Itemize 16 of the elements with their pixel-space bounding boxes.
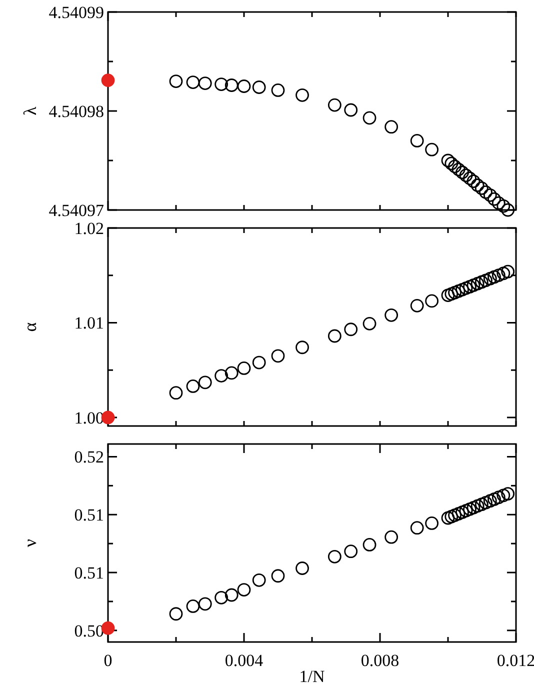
y-tick-label: 4.54097 (48, 200, 104, 220)
y-tick-label: 0.51 (74, 506, 104, 525)
y-tick-label: 4.54099 (48, 2, 104, 22)
y-tick-label: 0.51 (74, 563, 104, 582)
x-axis-title: 1/N (299, 667, 325, 686)
y-tick-label: 1.01 (74, 314, 104, 333)
x-tick-label: 0 (104, 651, 112, 670)
y-tick-label: 4.54098 (48, 102, 104, 121)
y-axis-title: ν (20, 538, 40, 548)
x-tick-label: 0.004 (224, 651, 264, 670)
y-axis-title: λ (20, 106, 40, 116)
y-tick-label: 0.52 (74, 448, 104, 467)
y-tick-label: 1.02 (74, 218, 104, 238)
x-tick-label: 0.008 (360, 651, 400, 670)
y-axis-title: α (20, 322, 40, 332)
x-tick-label: 0.012 (496, 651, 534, 670)
